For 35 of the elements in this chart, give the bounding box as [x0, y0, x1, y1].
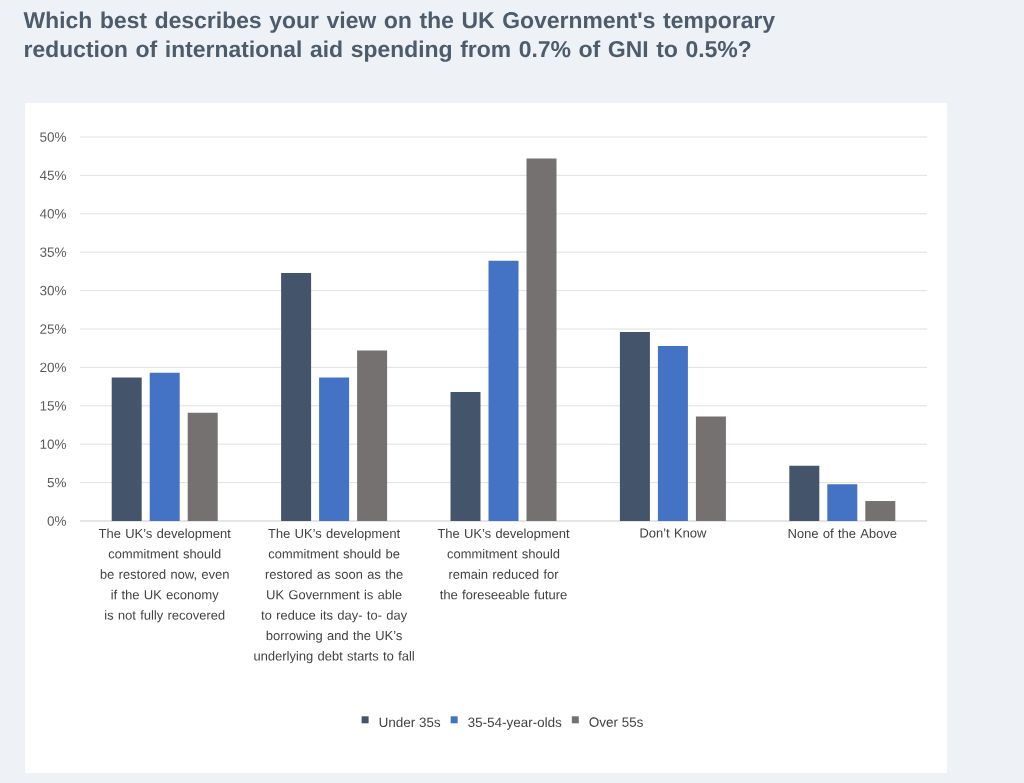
y-tick-label: 50% — [40, 132, 66, 142]
bar — [111, 377, 142, 521]
bar — [657, 345, 688, 521]
x-tick-label: None of the Above — [788, 528, 897, 539]
x-tick-label: The UK’s development commitment should be restored now, even if the UK economy is not fully recovered — [98, 528, 231, 623]
bar — [149, 372, 180, 521]
y-tick-label: 20% — [40, 362, 66, 373]
bar — [865, 501, 896, 521]
x-tick-label: Don’t Know — [640, 528, 707, 538]
y-tick-label: 0% — [47, 516, 66, 526]
bar — [488, 260, 519, 521]
chart-title: Which best describes your view on the UK Government's temporary reduction of international aid spending from 0.7% of GNI to 0.5%? — [23, 11, 775, 62]
x-tick-label: The UK’s development commitment should be restored as soon as the UK Government is able to reduce its day- to- day borrowing and the UK’s underlying debt starts to fall — [254, 528, 414, 664]
legend-label: Under 35s — [379, 717, 441, 728]
bar — [281, 272, 312, 521]
bar — [450, 391, 481, 521]
x-tick-label: The UK’s development commitment should remain reduced for the foreseeable future — [437, 528, 570, 600]
bar — [319, 377, 350, 521]
y-tick-label: 25% — [40, 324, 66, 334]
y-tick-label: 5% — [47, 477, 66, 488]
legend-label: Over 55s — [589, 717, 643, 727]
y-tick-label: 30% — [40, 285, 66, 296]
y-tick-label: 15% — [40, 401, 66, 411]
bar — [827, 484, 858, 521]
bar — [187, 412, 218, 521]
bar — [619, 332, 650, 521]
bar — [526, 158, 557, 521]
y-tick-label: 35% — [40, 247, 66, 257]
y-tick-label: 10% — [40, 439, 66, 449]
legend-label: 35-54-year-olds — [468, 717, 562, 730]
bar — [357, 350, 388, 521]
y-tick-label: 45% — [39, 170, 66, 181]
bar — [695, 416, 726, 521]
y-tick-label: 40% — [39, 209, 66, 219]
bar — [789, 465, 820, 521]
